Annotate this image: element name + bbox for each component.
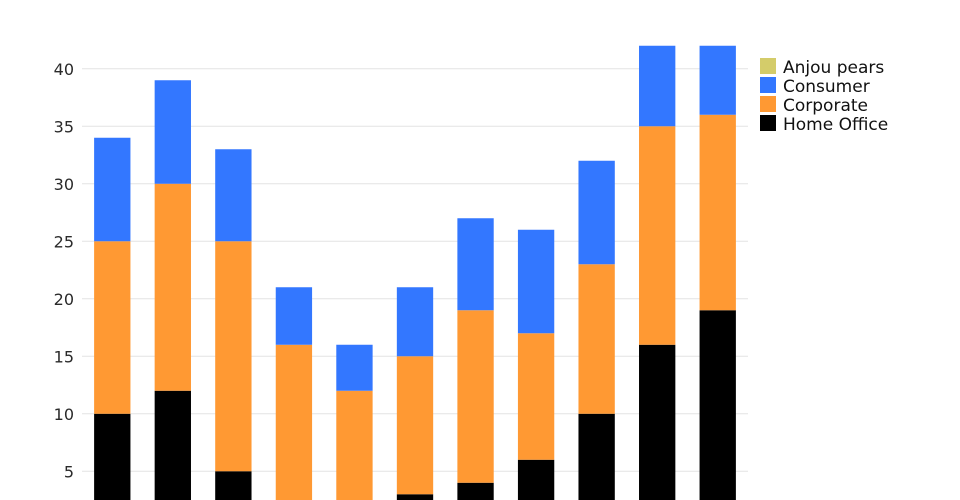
legend-label: Home Office bbox=[783, 115, 888, 135]
y-axis: 5 10 15 20 25 30 35 40 bbox=[54, 60, 74, 482]
bar-corporate-11 bbox=[699, 114, 736, 311]
bar-home-office-6 bbox=[396, 494, 434, 500]
legend-label: Corporate bbox=[783, 96, 868, 116]
y-tick-label: 25 bbox=[54, 232, 74, 251]
legend-swatch-consumer bbox=[760, 77, 776, 93]
bars bbox=[94, 45, 736, 500]
bar-consumer-4 bbox=[275, 287, 313, 345]
bar-consumer-1 bbox=[94, 137, 131, 242]
y-tick-label: 20 bbox=[54, 290, 74, 309]
legend-swatch-corporate bbox=[760, 96, 776, 112]
y-tick-label: 10 bbox=[54, 405, 74, 424]
bar-consumer-7 bbox=[457, 218, 494, 311]
legend-swatch-anjou-pears bbox=[760, 58, 776, 74]
bar-home-office-3 bbox=[215, 471, 252, 500]
bar-corporate-3 bbox=[215, 241, 252, 472]
bar-corporate-8 bbox=[517, 333, 555, 460]
bar-consumer-3 bbox=[215, 149, 252, 242]
bar-consumer-9 bbox=[578, 160, 615, 265]
bar-home-office-1 bbox=[94, 413, 131, 500]
y-tick-label: 5 bbox=[64, 462, 74, 481]
bar-consumer-10 bbox=[639, 45, 676, 127]
legend-label: Anjou pears bbox=[783, 58, 884, 78]
bar-home-office-7 bbox=[457, 482, 494, 500]
bar-home-office-10 bbox=[639, 344, 676, 500]
bar-corporate-5 bbox=[336, 390, 373, 500]
y-tick-label: 30 bbox=[54, 175, 74, 194]
bar-home-office-8 bbox=[517, 459, 555, 500]
bar-consumer-11 bbox=[699, 45, 736, 115]
bar-corporate-4 bbox=[275, 344, 313, 500]
bar-home-office-2 bbox=[154, 390, 191, 500]
bar-corporate-10 bbox=[639, 126, 676, 345]
legend-swatch-home-office bbox=[760, 115, 776, 131]
bar-consumer-8 bbox=[517, 229, 555, 334]
bar-consumer-2 bbox=[154, 80, 191, 184]
bar-corporate-2 bbox=[154, 183, 191, 391]
bar-corporate-1 bbox=[94, 241, 131, 414]
legend-label: Consumer bbox=[783, 77, 870, 97]
bar-consumer-5 bbox=[336, 344, 373, 391]
y-tick-label: 35 bbox=[54, 117, 74, 136]
y-tick-label: 15 bbox=[54, 347, 74, 366]
bar-consumer-6 bbox=[396, 287, 434, 357]
bar-corporate-7 bbox=[457, 310, 494, 483]
bar-corporate-6 bbox=[396, 356, 434, 495]
bar-home-office-9 bbox=[578, 413, 615, 500]
bar-corporate-9 bbox=[578, 264, 615, 414]
bar-home-office-11 bbox=[699, 310, 736, 500]
y-tick-label: 40 bbox=[54, 60, 74, 79]
